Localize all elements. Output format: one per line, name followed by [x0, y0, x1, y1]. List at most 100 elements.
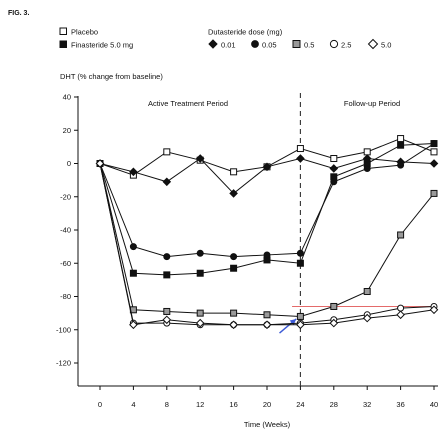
active-period-label: Active Treatment Period	[148, 99, 228, 108]
data-point	[296, 259, 304, 267]
legend-label-dose-2.5: 2.5	[341, 41, 351, 50]
legend-dose-title: Dutasteride dose (mg)	[208, 28, 283, 37]
legend-marker-dose-5.0	[367, 38, 379, 50]
legend-marker-dose-0.5	[292, 40, 301, 48]
data-point	[329, 164, 339, 173]
y-tick-label: -120	[56, 359, 71, 368]
data-point	[163, 148, 171, 156]
x-tick-label: 36	[396, 400, 404, 409]
followup-period-label: Follow-up Period	[344, 99, 400, 108]
data-point	[263, 251, 271, 259]
x-tick-label: 16	[229, 400, 237, 409]
data-point	[163, 307, 171, 315]
legend-marker-dose-2.5	[329, 39, 339, 49]
data-point	[329, 318, 339, 328]
data-point	[95, 159, 105, 168]
legend-label-dose-0.05: 0.05	[262, 41, 277, 50]
data-point	[262, 320, 272, 330]
data-point	[397, 161, 405, 169]
data-point	[195, 318, 205, 328]
x-tick-label: 40	[430, 400, 438, 409]
data-point	[429, 305, 439, 315]
y-tick-label: 20	[63, 126, 71, 135]
data-point	[230, 264, 238, 272]
data-point	[362, 154, 372, 163]
data-point	[162, 177, 172, 187]
data-point	[196, 309, 204, 317]
data-point	[263, 311, 271, 319]
x-axis-title: Time (Weeks)	[244, 420, 291, 429]
data-point	[396, 310, 405, 320]
data-point	[163, 253, 171, 261]
data-point	[296, 312, 304, 320]
data-point	[330, 302, 338, 310]
data-point	[230, 168, 238, 176]
x-tick-label: 4	[131, 400, 135, 409]
data-point	[430, 148, 438, 156]
y-tick-label: 0	[67, 159, 71, 168]
data-point	[196, 249, 204, 257]
arrow-head	[289, 318, 297, 326]
data-point	[363, 288, 371, 296]
y-tick-label: -60	[60, 259, 71, 268]
legend-label-dose-0.01: 0.01	[221, 41, 236, 50]
legend-label-placebo: Placebo	[71, 28, 98, 37]
series-layer	[95, 135, 439, 330]
data-point	[397, 135, 405, 143]
legend-marker-finasteride	[59, 40, 67, 48]
y-tick-label: -100	[56, 325, 71, 334]
series-line	[99, 163, 435, 326]
data-point	[430, 189, 438, 197]
y-axis-title: DHT (% change from baseline)	[60, 72, 163, 81]
legend-label-finasteride: Finasteride 5.0 mg	[71, 41, 133, 50]
legend-marker-placebo	[59, 27, 67, 35]
legend-marker-dose-0.01	[208, 39, 218, 49]
legend: Placebo Finasteride 5.0 mg Dutasteride d…	[59, 27, 391, 50]
figure-label: FIG. 3.	[8, 10, 29, 17]
data-point	[362, 313, 372, 323]
legend-label-dose-5.0: 5.0	[381, 41, 391, 50]
data-point	[129, 167, 138, 177]
data-point	[195, 154, 205, 163]
data-point	[230, 253, 238, 261]
data-point	[229, 320, 238, 330]
x-tick-label: 20	[263, 400, 271, 409]
x-tick-label: 28	[330, 400, 338, 409]
data-point	[363, 148, 371, 156]
y-tick-label: -20	[60, 192, 71, 201]
data-point	[296, 145, 304, 153]
series-5-0	[95, 159, 439, 330]
series-line	[99, 163, 435, 317]
data-point	[163, 271, 171, 279]
data-point	[397, 231, 405, 239]
x-tick-label: 32	[363, 400, 371, 409]
data-point	[162, 315, 172, 325]
data-point	[296, 154, 305, 163]
x-tick-label: 8	[165, 400, 169, 409]
x-tick-label: 24	[296, 400, 304, 409]
legend-marker-dose-0.05	[251, 40, 259, 48]
data-point	[296, 320, 305, 330]
data-point	[262, 162, 272, 172]
data-point	[430, 140, 438, 148]
y-tick-label: -80	[60, 292, 71, 301]
series-0-5	[96, 160, 438, 320]
data-point	[129, 320, 138, 330]
series-0-05	[96, 140, 438, 261]
series-0-01	[95, 154, 439, 198]
data-point	[296, 249, 304, 257]
data-point	[129, 243, 137, 251]
legend-label-dose-0.5: 0.5	[304, 41, 314, 50]
data-point	[229, 189, 238, 198]
y-tick-label: -40	[60, 226, 71, 235]
data-point	[196, 269, 204, 277]
series-line	[99, 163, 435, 326]
y-tick-label: 40	[63, 93, 71, 102]
data-point	[397, 304, 405, 312]
data-point	[330, 178, 338, 186]
series-2-5	[96, 160, 438, 329]
x-axis-ticks: 0 4 8 12 16 20 24 28 32 36 40	[98, 386, 438, 409]
data-point	[363, 164, 371, 172]
series-placebo	[96, 135, 438, 179]
